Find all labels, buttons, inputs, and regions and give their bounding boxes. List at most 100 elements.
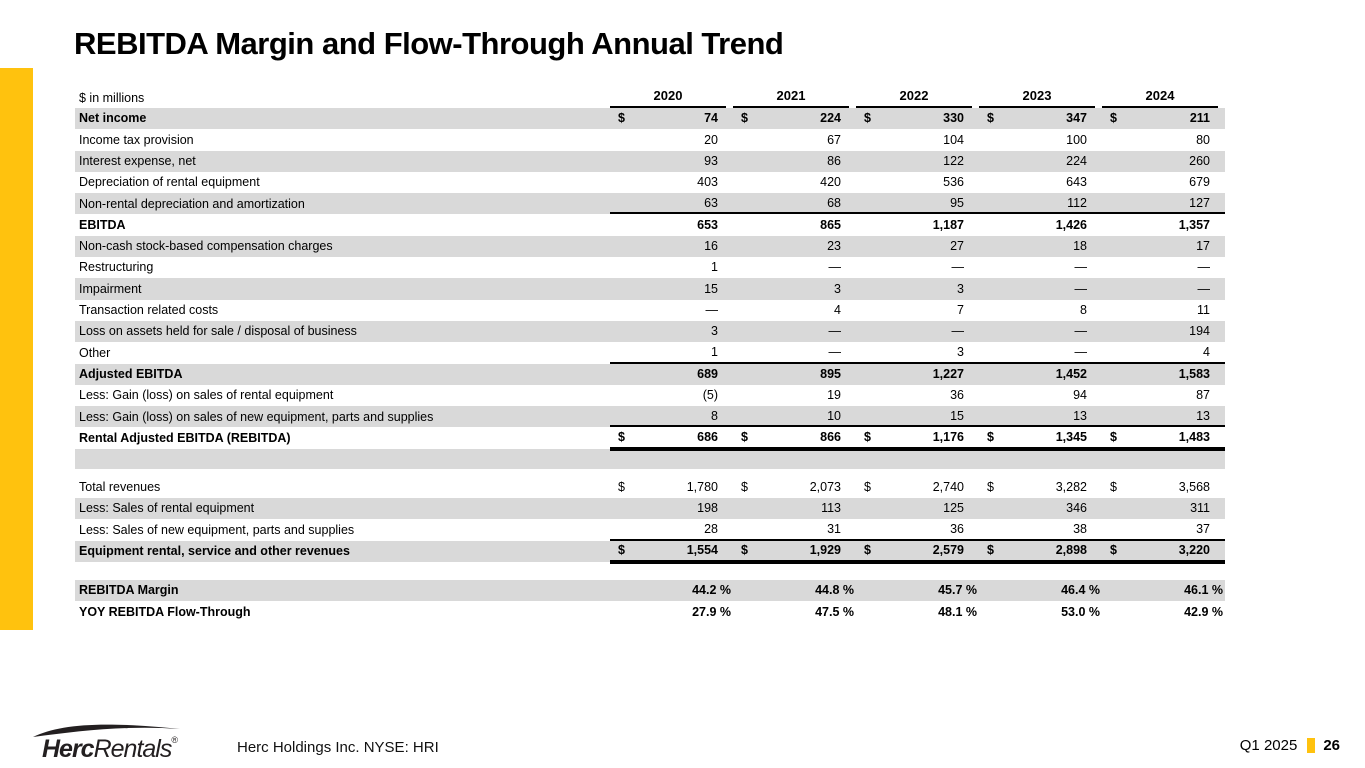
value-cell: 38 [979,519,1102,538]
cell-value: 31 [827,521,841,536]
value-cell: — [733,257,856,278]
value-cell: 653 [610,214,733,235]
row-values: 16 23 27 18 17 [610,236,1225,257]
table-row: Equipment rental, service and other reve… [75,540,1225,565]
cell-value: 27.9 % [692,604,731,619]
cell-value: 28 [704,521,718,536]
row-label: REBITDA Margin [79,583,179,598]
year-label: 2021 [733,89,849,108]
row-values: $1,780 $2,073 $2,740 $3,282 $3,568 [610,477,1225,498]
value-cell: 643 [979,172,1102,193]
dollar-sign: $ [987,429,994,444]
logo-text-bold: Herc [42,735,95,763]
value-cell: — [979,257,1102,278]
value-cell: 67 [733,129,856,150]
value-cell: — [733,321,856,342]
value-cell: 865 [733,214,856,235]
cell-value: 93 [704,153,718,168]
cell-value: — [1074,324,1088,339]
row-values: 20 67 104 100 80 [610,129,1225,150]
cell-value: 1 [711,260,718,275]
cell-value: 224 [1066,153,1087,168]
dollar-sign: $ [864,429,871,444]
cell-value: 3,220 [1178,543,1210,558]
cell-value: 11 [1197,303,1210,318]
row-values: $1,554 $1,929 $2,579 $2,898 $3,220 [610,541,1225,565]
value-cell: 23 [733,236,856,257]
cell-value: 23 [827,239,841,254]
financial-table: $ in millions 2020 2021 2022 2023 2024 Net i… [75,88,1225,623]
value-cell: 8 [979,300,1102,321]
table-row: Depreciation of rental equipment 403 420 53… [75,172,1225,193]
table-row: Less: Sales of new equipment, parts and … [75,519,1225,541]
cell-value: 45.7 % [938,583,977,598]
cell-value: 3 [711,324,718,339]
table-spacer-row [75,469,1225,477]
value-cell: 47.5 % [733,601,856,622]
cell-value: 198 [697,501,718,516]
year-header: 2020 [610,89,733,108]
value-cell: 1,583 [1102,364,1225,385]
value-cell: 36 [856,385,979,406]
cell-value: 1,345 [1055,429,1087,444]
cell-value: 1,929 [809,543,841,558]
cell-value: — [951,260,965,275]
cell-value: 127 [1189,195,1210,210]
dollar-sign: $ [864,480,871,495]
cell-value: — [828,260,842,275]
row-label: Less: Gain (loss) on sales of rental equ… [79,388,334,403]
value-cell: 16 [610,236,733,257]
value-cell: 100 [979,129,1102,150]
value-cell: 11 [1102,300,1225,321]
cell-value: — [951,324,965,339]
year-label: 2022 [856,89,972,108]
value-cell: 8 [610,406,733,425]
value-cell: 44.2 % [610,580,733,601]
row-values: $74 $224 $330 $347 $211 [610,108,1225,129]
cell-value: 3,568 [1178,480,1210,495]
cell-value: — [1197,260,1211,275]
cell-value: 68 [827,195,841,210]
cell-value: 1,357 [1178,217,1210,232]
value-cell: $866 [733,427,856,446]
value-cell: 679 [1102,172,1225,193]
row-values: 8 10 15 13 13 [610,406,1225,428]
value-cell: 346 [979,498,1102,519]
page-title: REBITDA Margin and Flow-Through Annual T… [74,26,784,61]
value-cell: 3 [733,278,856,299]
value-cell: 224 [979,151,1102,172]
cell-value: 100 [1066,132,1087,147]
value-cell: 420 [733,172,856,193]
value-cell: 403 [610,172,733,193]
row-label: Less: Gain (loss) on sales of new equipm… [79,409,434,424]
cell-value: 4 [1203,344,1210,359]
row-label: Total revenues [79,480,161,495]
cell-value: 19 [827,388,841,403]
cell-value: 866 [820,429,841,444]
logo-swoosh-icon [33,724,180,737]
value-cell: 15 [610,278,733,299]
company-logo: HercRentals® [30,722,200,764]
value-cell: — [979,278,1102,299]
value-cell: 122 [856,151,979,172]
value-cell: $2,073 [733,477,856,498]
row-label: Non-cash stock-based compensation charge… [79,239,333,254]
year-header: 2022 [856,89,979,108]
row-values: — 4 7 8 11 [610,300,1225,321]
value-cell: 87 [1102,385,1225,406]
row-label: Depreciation of rental equipment [79,175,260,190]
dollar-sign: $ [741,111,748,126]
cell-value: — [1197,281,1211,296]
table-row: Impairment 15 3 3 — — [75,278,1225,300]
cell-value: — [828,324,842,339]
row-label: Interest expense, net [79,153,196,168]
value-cell: 1,452 [979,364,1102,385]
cell-value: 1,554 [686,543,718,558]
row-values: 63 68 95 112 127 [610,193,1225,215]
cell-value: 104 [943,132,964,147]
value-cell: 13 [979,406,1102,425]
value-cell: 27.9 % [610,601,733,622]
cell-value: 113 [821,501,841,516]
value-cell: 3 [856,278,979,299]
cell-value: 346 [1066,501,1087,516]
